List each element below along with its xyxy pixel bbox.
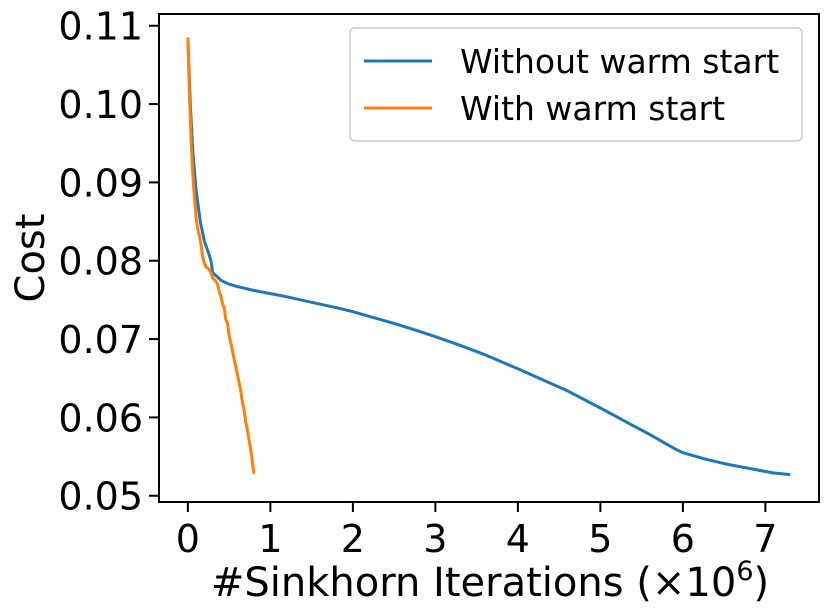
y-axis-title: Cost	[8, 214, 54, 303]
x-tick-label: 5	[588, 517, 612, 561]
x-tick-label: 2	[341, 517, 365, 561]
y-tick-label: 0.11	[58, 5, 143, 49]
y-tick-label: 0.07	[58, 318, 143, 362]
x-tick-label: 3	[423, 517, 447, 561]
y-tick-label: 0.09	[58, 161, 143, 205]
x-tick-label: 0	[176, 517, 200, 561]
x-axis-title-exponent: 6	[736, 556, 753, 587]
ticks-layer: 0 1 2 3 4 5 6 7 0.05 0.06 0.07 0.08 0.09 0.10 0.11	[58, 5, 777, 561]
x-axis-title: #Sinkhorn Iterations (×106)	[211, 556, 769, 606]
legend-label-with-warm-start: With warm start	[460, 89, 725, 128]
series-line-with-warm-start	[186, 37, 256, 474]
y-tick-label: 0.06	[58, 396, 143, 440]
legend-label-without-warm-start: Without warm start	[460, 42, 779, 81]
x-tick-label: 7	[753, 517, 777, 561]
series-line-without-warm-start	[186, 37, 791, 477]
x-tick-label: 6	[671, 517, 695, 561]
legend-box	[349, 27, 803, 142]
x-tick-label: 1	[258, 517, 282, 561]
y-tick-label: 0.08	[58, 240, 143, 284]
x-axis-title-main: #Sinkhorn Iterations (×10	[211, 560, 736, 606]
plot-frame	[158, 13, 820, 503]
series-layer	[186, 37, 791, 477]
legend: Without warm start With warm start	[349, 27, 803, 142]
y-tick-label: 0.05	[58, 475, 143, 519]
y-tick-label: 0.10	[58, 83, 143, 127]
x-axis-title-close: )	[754, 560, 770, 606]
x-tick-label: 4	[506, 517, 530, 561]
